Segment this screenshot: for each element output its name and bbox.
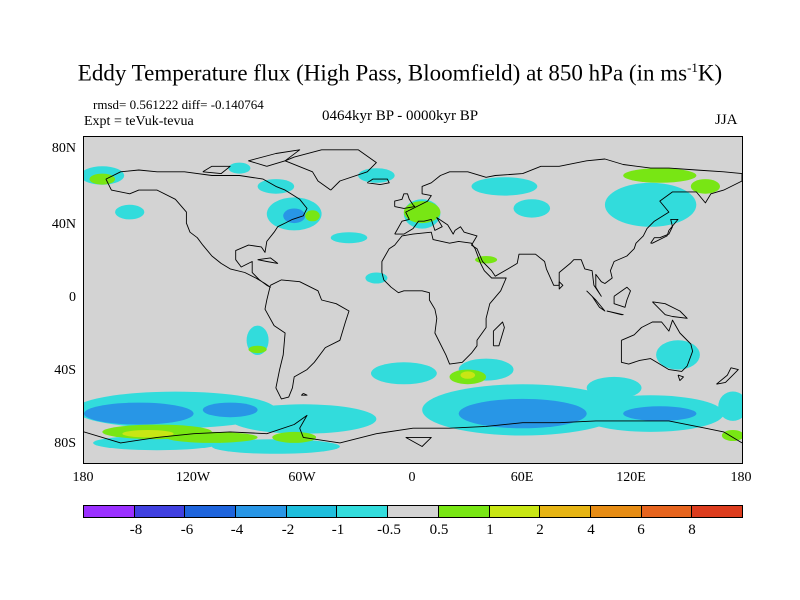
coastline: [405, 436, 432, 447]
lon-tick-label: 180: [72, 470, 94, 485]
colorbar-label: -8: [129, 522, 143, 538]
flux-contour-region: [272, 431, 317, 443]
colorbar-swatch: [337, 506, 389, 517]
colorbar-label: -2: [281, 522, 295, 538]
period-label: 0464kyr BP - 0000kyr BP: [322, 108, 479, 124]
coastline: [301, 392, 308, 396]
colorbar-label: -1: [331, 522, 345, 538]
lon-tick-label: 60W: [288, 470, 316, 485]
lat-tick-label: 0: [69, 290, 76, 305]
coastline: [264, 279, 350, 400]
flux-contour-region: [458, 398, 587, 429]
flux-contour-region: [623, 406, 697, 421]
colorbar-label: -4: [230, 522, 244, 538]
flux-contour-region: [211, 439, 340, 454]
colorbar: [83, 505, 743, 518]
flux-contour-region: [89, 173, 116, 185]
colorbar-swatch: [489, 506, 541, 517]
season-label: JJA: [715, 112, 738, 128]
flux-contour-region: [230, 404, 377, 434]
coastline: [381, 231, 507, 365]
coastline: [606, 310, 624, 316]
colorbar-swatch: [185, 506, 237, 517]
flux-contour-region: [358, 168, 395, 183]
colorbar-swatch: [540, 506, 591, 517]
coastline: [677, 374, 684, 382]
coastline: [248, 149, 301, 167]
colorbar-label: 2: [536, 522, 544, 538]
flux-contour-region: [330, 232, 368, 244]
lon-tick-label: 120E: [616, 470, 646, 485]
lon-tick-label: 180: [730, 470, 752, 485]
flux-contour-region: [718, 391, 742, 421]
coastline: [620, 319, 694, 372]
coastline: [284, 149, 377, 191]
coastline: [492, 321, 505, 347]
coastline: [394, 158, 742, 297]
colorbar-swatch: [134, 506, 186, 517]
flux-contour-region: [690, 179, 721, 194]
coastline: [716, 367, 739, 385]
coastline: [650, 218, 679, 244]
coastline: [652, 301, 688, 319]
colorbar-swatch: [236, 506, 287, 517]
lat-tick-label: 40N: [51, 217, 76, 232]
coastline: [202, 165, 231, 175]
lat-tick-label: 80N: [51, 141, 76, 156]
coastline: [257, 257, 279, 264]
flux-contour-region: [604, 182, 697, 227]
flux-contour-region: [721, 430, 742, 441]
map-title: Eddy Temperature flux (High Pass, Bloomf…: [77, 60, 723, 86]
colorbar-swatch: [84, 506, 135, 517]
flux-contour-region: [166, 431, 258, 443]
flux-contour-region: [586, 376, 642, 399]
coastline: [84, 414, 742, 444]
colorbar-label: 6: [637, 522, 645, 538]
flux-contour-region: [122, 430, 174, 438]
lat-tick-label: 80S: [54, 436, 76, 451]
colorbar-label: 1: [486, 522, 494, 538]
flux-contour-region: [623, 168, 697, 183]
lon-tick-label: 120W: [175, 470, 211, 485]
map-frame: [83, 136, 743, 464]
flux-contour-region: [365, 272, 388, 284]
flux-contour-region: [115, 204, 145, 220]
colorbar-label: -0.5: [377, 522, 401, 538]
world-map: [84, 137, 742, 463]
colorbar-swatch: [438, 506, 490, 517]
stats-text: rmsd= 0.561222 diff= -0.140764: [93, 97, 264, 112]
lat-tick-label: 40S: [54, 363, 76, 378]
coastline: [105, 169, 308, 288]
flux-contour-region: [228, 162, 251, 174]
flux-contour-region: [513, 199, 551, 218]
flux-contour-region: [283, 208, 306, 224]
colorbar-swatch: [641, 506, 693, 517]
flux-contour-region: [371, 362, 437, 385]
colorbar-label: 8: [688, 522, 696, 538]
coastline: [613, 286, 631, 308]
flux-contour-region: [471, 177, 538, 196]
colorbar-swatch: [388, 506, 439, 517]
colorbar-swatch: [286, 506, 338, 517]
lon-tick-label: 0: [408, 470, 416, 485]
flux-contour-region: [248, 345, 267, 354]
flux-contour-region: [656, 340, 700, 370]
flux-contour-region: [460, 371, 476, 379]
lon-tick-label: 60E: [510, 470, 534, 485]
coastline: [586, 290, 606, 312]
experiment-label: Expt = teVuk-tevua: [84, 114, 194, 129]
colorbar-label: 4: [587, 522, 595, 538]
flux-contour-region: [202, 402, 258, 418]
coastline: [558, 281, 564, 290]
colorbar-label: -6: [180, 522, 194, 538]
colorbar-swatch: [692, 506, 742, 517]
flux-contour-region: [84, 402, 194, 425]
flux-contour-region: [305, 210, 320, 222]
coastline: [367, 178, 390, 186]
colorbar-swatch: [590, 506, 642, 517]
coastline: [394, 193, 416, 209]
colorbar-label: 0.5: [429, 522, 449, 538]
